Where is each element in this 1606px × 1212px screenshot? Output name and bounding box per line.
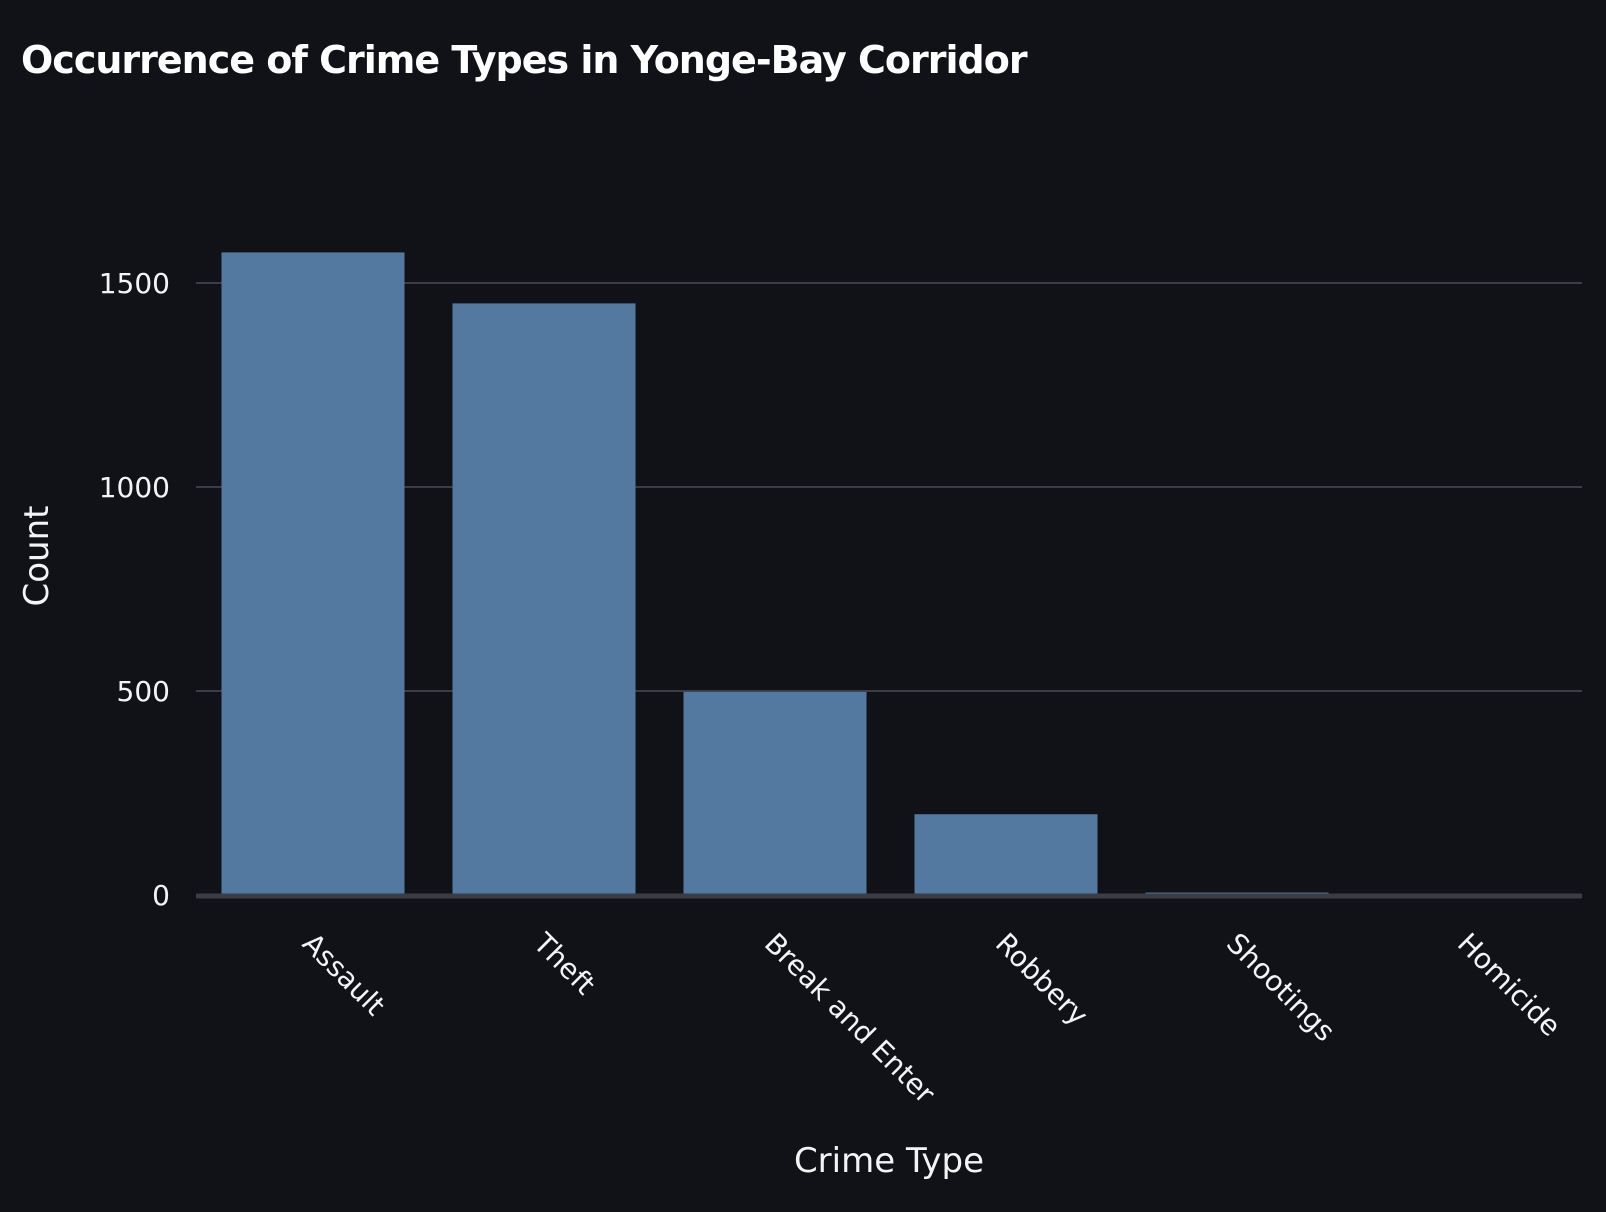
x-tick-label: Assault	[296, 927, 391, 1022]
bars	[221, 252, 1560, 895]
gridlines	[196, 282, 1582, 692]
y-tick-label: 1000	[99, 471, 170, 504]
bar-robbery	[914, 814, 1098, 895]
chart-title: Occurrence of Crime Types in Yonge-Bay C…	[21, 38, 1028, 82]
x-tick-label: Homicide	[1451, 927, 1567, 1043]
y-axis: 0 500 1000 1500	[99, 267, 170, 912]
x-tick-label: Robbery	[989, 927, 1094, 1032]
bar-assault	[221, 252, 405, 895]
y-tick-label: 1500	[99, 267, 170, 300]
y-tick-label: 0	[152, 879, 170, 912]
x-tick-label: Theft	[526, 926, 601, 1001]
x-axis-title: Crime Type	[794, 1141, 984, 1181]
x-tick-label: Shootings	[1220, 927, 1341, 1048]
y-tick-label: 500	[117, 675, 170, 708]
bar-break-and-enter	[683, 691, 867, 895]
x-tick-label: Break and Enter	[758, 927, 942, 1111]
y-axis-title: Count	[17, 506, 57, 607]
bar-theft	[452, 303, 636, 895]
x-axis: Assault Theft Break and Enter Robbery Shooti…	[196, 893, 1582, 1111]
